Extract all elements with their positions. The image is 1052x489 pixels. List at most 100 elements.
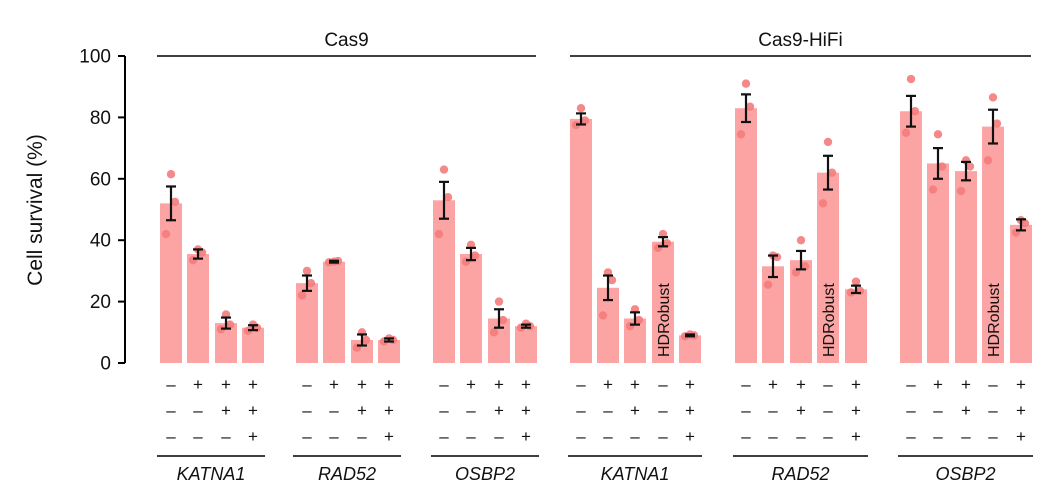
condition-sign: + xyxy=(494,375,504,394)
gene-label: KATNA1 xyxy=(177,464,246,484)
condition-sign: + xyxy=(357,401,367,420)
data-point xyxy=(823,137,833,147)
y-axis: 0 20 40 60 80 100 xyxy=(79,47,126,375)
condition-sign: – xyxy=(439,427,449,446)
y-axis-label: Cell survival (%) xyxy=(24,134,47,286)
data-point xyxy=(1020,219,1030,228)
condition-sign: – xyxy=(302,375,312,394)
data-point xyxy=(625,321,635,331)
gene-label: KATNA1 xyxy=(601,464,670,484)
condition-sign: + xyxy=(630,401,640,420)
condition-sign: + xyxy=(384,375,394,394)
condition-sign: + xyxy=(521,401,531,420)
data-point xyxy=(461,257,471,266)
condition-sign: – xyxy=(741,401,751,420)
condition-sign: + xyxy=(221,375,231,394)
condition-sign: + xyxy=(248,427,258,446)
bar xyxy=(242,327,264,363)
data-point xyxy=(297,291,307,300)
gene-label: OSBP2 xyxy=(935,464,995,484)
condition-sign: – xyxy=(768,401,778,420)
data-point xyxy=(763,280,773,289)
condition-sign: + xyxy=(603,375,613,394)
condition-sign: – xyxy=(193,427,203,446)
data-point xyxy=(598,311,608,320)
bar xyxy=(652,241,674,363)
bar xyxy=(296,283,318,363)
y-tick-label: 0 xyxy=(100,354,111,375)
condition-sign: – xyxy=(988,375,998,394)
condition-sign: – xyxy=(823,427,833,446)
condition-sign: + xyxy=(796,401,806,420)
bar xyxy=(762,266,784,363)
condition-sign: + xyxy=(466,375,476,394)
data-point xyxy=(439,165,449,174)
condition-sign: – xyxy=(302,401,312,420)
condition-sign: – xyxy=(466,427,476,446)
data-point xyxy=(851,277,861,286)
condition-sign: – xyxy=(658,401,668,420)
condition-sign: + xyxy=(685,401,695,420)
bar xyxy=(982,126,1004,363)
bars: HDRobust HDRobust HDRobust xyxy=(160,74,1032,363)
y-tick-label: 80 xyxy=(90,108,111,129)
condition-sign: + xyxy=(851,401,861,420)
condition-sign: – xyxy=(796,427,806,446)
data-point xyxy=(580,116,590,125)
y-tick-label: 100 xyxy=(79,47,111,68)
data-point xyxy=(361,335,371,345)
condition-sign: – xyxy=(741,375,751,394)
data-point xyxy=(910,107,920,116)
condition-sign: – xyxy=(988,427,998,446)
group-label: Cas9-HiFi xyxy=(758,30,842,51)
bar xyxy=(160,203,182,363)
condition-sign: – xyxy=(494,427,504,446)
condition-sign: + xyxy=(221,401,231,420)
condition-sign: – xyxy=(603,427,613,446)
data-point xyxy=(965,162,975,171)
condition-sign: + xyxy=(329,375,339,394)
condition-sign: – xyxy=(221,427,231,446)
data-point xyxy=(170,197,180,207)
condition-sign: + xyxy=(961,401,971,420)
bar xyxy=(735,108,757,363)
condition-sign: – xyxy=(439,375,449,394)
condition-sign: – xyxy=(768,427,778,446)
condition-sign: – xyxy=(357,427,367,446)
data-point xyxy=(607,275,617,285)
condition-sign: + xyxy=(685,375,695,394)
condition-sign: – xyxy=(906,401,916,420)
data-point xyxy=(498,315,508,325)
condition-sign: – xyxy=(166,401,176,420)
condition-sign: + xyxy=(248,375,258,394)
bar xyxy=(927,163,949,363)
condition-sign: + xyxy=(193,375,203,394)
condition-sign: + xyxy=(851,427,861,446)
bar xyxy=(323,261,345,363)
condition-sign: + xyxy=(521,375,531,394)
data-point xyxy=(818,199,828,208)
y-tick-label: 40 xyxy=(90,231,111,252)
data-point xyxy=(434,229,444,239)
condition-sign: + xyxy=(1016,427,1026,446)
data-point xyxy=(827,168,837,177)
condition-signs: –––+––++–+++–––+––++–+++–––+––++–+++–––+… xyxy=(166,375,1026,446)
data-point xyxy=(576,103,586,113)
bar-note: HDRobust xyxy=(986,283,1003,357)
gene-labels: KATNA1 RAD52 OSBP2 KATNA1 RAD52 OSBP2 xyxy=(157,455,1033,484)
bar xyxy=(955,171,977,363)
data-point xyxy=(741,79,751,88)
condition-sign: + xyxy=(851,375,861,394)
y-tick-label: 20 xyxy=(90,292,111,313)
bar xyxy=(1010,224,1032,363)
bar xyxy=(460,254,482,363)
condition-sign: – xyxy=(439,401,449,420)
condition-sign: – xyxy=(658,427,668,446)
bar-note: HDRobust xyxy=(821,283,838,357)
gene-label: OSBP2 xyxy=(455,464,515,484)
data-point xyxy=(634,315,644,325)
condition-sign: – xyxy=(823,401,833,420)
condition-sign: – xyxy=(906,427,916,446)
condition-sign: + xyxy=(521,427,531,446)
data-point xyxy=(494,297,504,306)
